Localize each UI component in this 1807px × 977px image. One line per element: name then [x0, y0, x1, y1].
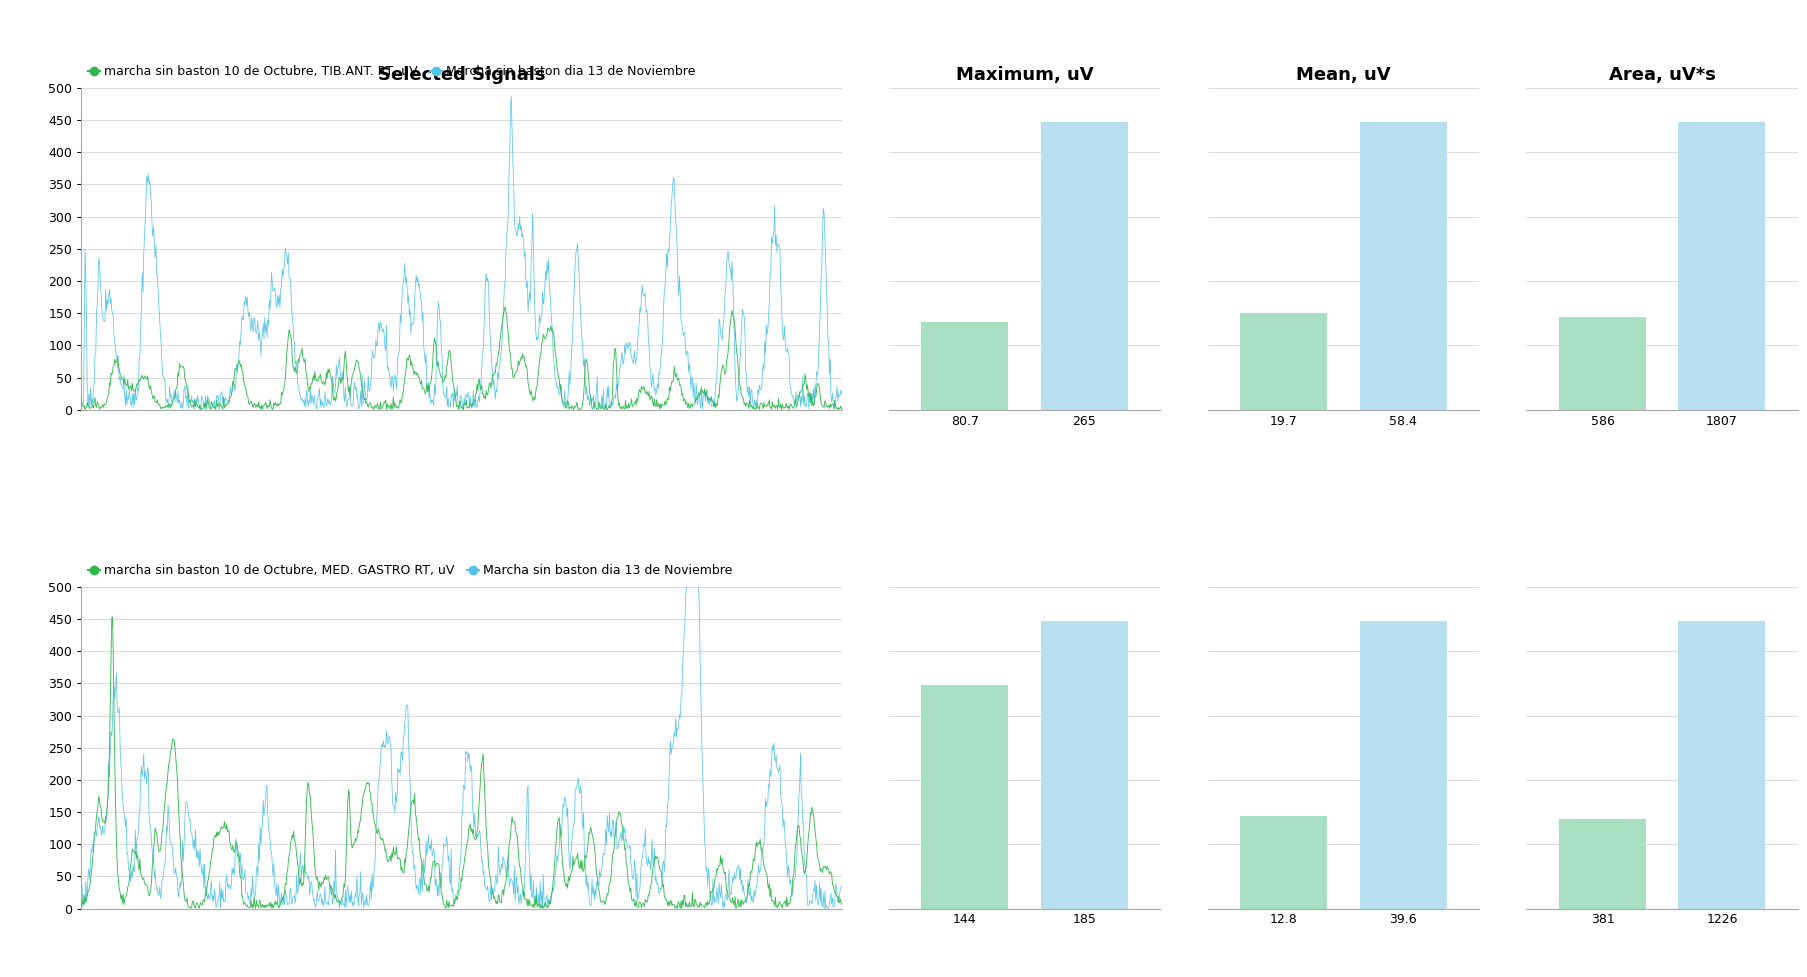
Bar: [1359, 122, 1447, 409]
Bar: [1359, 621, 1447, 909]
Legend: marcha sin baston 10 de Octubre, TIB.ANT. RT, uV, Marcha sin baston dia 13 de No: marcha sin baston 10 de Octubre, TIB.ANT…: [87, 65, 696, 78]
Bar: [1679, 122, 1765, 409]
Bar: [1041, 621, 1128, 909]
Bar: [1240, 816, 1326, 909]
Bar: [1559, 820, 1646, 909]
Bar: [1240, 313, 1326, 409]
Title: Area, uV*s: Area, uV*s: [1608, 65, 1715, 84]
Bar: [1559, 317, 1646, 409]
Bar: [1679, 621, 1765, 909]
Legend: marcha sin baston 10 de Octubre, MED. GASTRO RT, uV, Marcha sin baston dia 13 de: marcha sin baston 10 de Octubre, MED. GA…: [87, 565, 732, 577]
Bar: [922, 685, 1008, 909]
Bar: [922, 322, 1008, 409]
Bar: [1041, 122, 1128, 409]
Title: Maximum, uV: Maximum, uV: [956, 65, 1093, 84]
Title: Selected Signals: Selected Signals: [378, 65, 546, 84]
Title: Mean, uV: Mean, uV: [1296, 65, 1391, 84]
